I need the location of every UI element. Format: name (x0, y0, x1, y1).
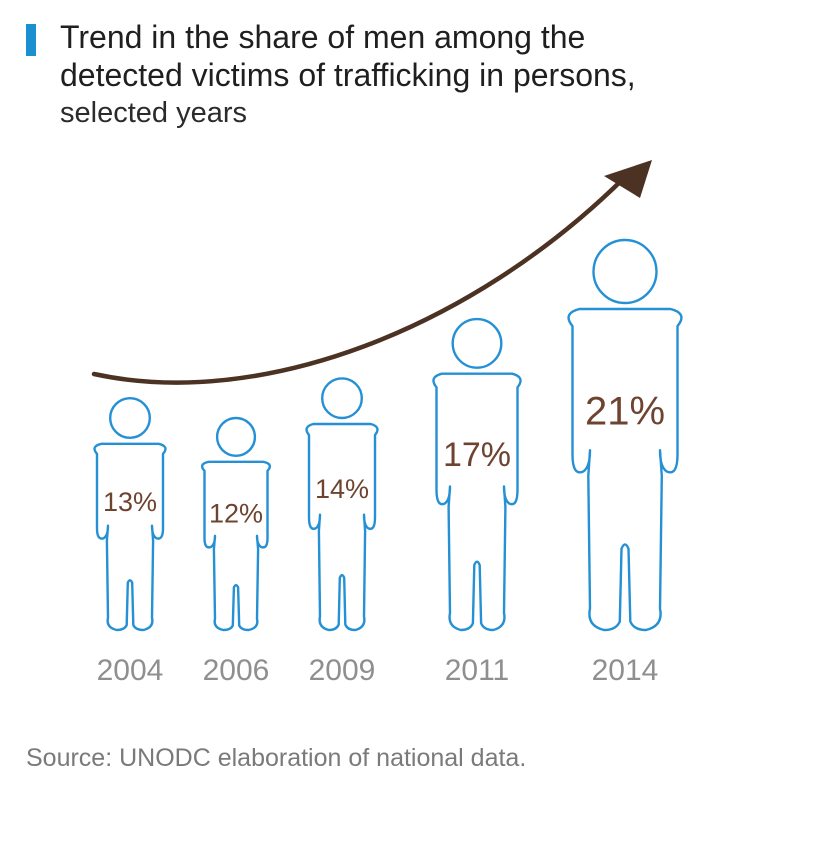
figure-head (592, 238, 658, 305)
figure-2006: 12% 2006 (200, 416, 272, 687)
value-label-2004: 13% (103, 487, 157, 517)
figure-body (567, 307, 683, 632)
chart-subtitle: selected years (60, 97, 247, 129)
title-line-2: detected victims of trafficking in perso… (60, 57, 636, 93)
figure-2009: 14% 2009 (305, 377, 379, 687)
figure-2004: 13% 2004 (93, 397, 167, 687)
year-label-2004: 2004 (97, 654, 164, 687)
value-label-2014: 21% (585, 390, 665, 434)
year-label-2011: 2011 (445, 654, 510, 687)
figure-body (432, 372, 522, 632)
figure-body (305, 422, 379, 632)
year-label-2009: 2009 (309, 654, 376, 687)
value-label-2009: 14% (315, 474, 369, 504)
source-note: Source: UNODC elaboration of national da… (26, 744, 527, 772)
trend-arrow-head (604, 160, 652, 198)
figure-body (93, 442, 167, 632)
value-label-2006: 12% (209, 498, 263, 528)
figure-head (215, 416, 257, 457)
trend-arrow-line (91, 175, 627, 385)
year-label-2006: 2006 (203, 654, 270, 687)
title-accent-bar (26, 24, 36, 56)
figure-head (108, 397, 151, 440)
year-label-2014: 2014 (592, 654, 659, 687)
figure-2014: 21% 2014 (567, 238, 683, 687)
title-line-1: Trend in the share of men among the (60, 19, 586, 55)
figure-head (451, 317, 503, 369)
figure-head (321, 377, 364, 420)
figure-2011: 17% 2011 (432, 317, 522, 687)
figure-body (200, 460, 272, 632)
value-label-2011: 17% (443, 436, 511, 474)
chart-title: Trend in the share of men among the dete… (60, 18, 800, 132)
